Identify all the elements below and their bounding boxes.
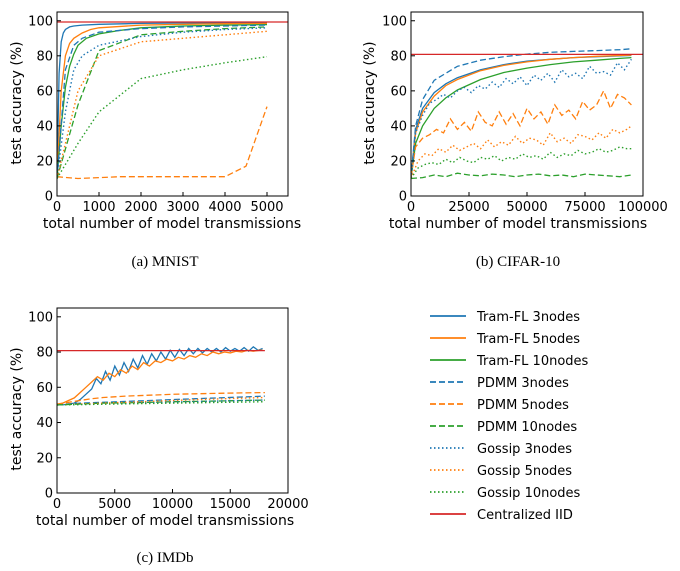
x-tick-label: 50000 — [506, 200, 547, 215]
series-line — [57, 391, 265, 405]
series-line — [57, 27, 268, 179]
xlabel-imdb: total number of model transmissions — [36, 513, 294, 529]
series-line — [411, 89, 632, 177]
y-tick-label: 40 — [390, 119, 407, 134]
x-tick-label: 0 — [53, 497, 61, 512]
series-line — [57, 30, 268, 179]
xlabel-mnist: total number of model transmissions — [43, 216, 301, 232]
y-tick-label: 20 — [36, 154, 53, 169]
x-tick-label: 2000 — [124, 200, 157, 215]
y-tick-label: 60 — [36, 381, 53, 396]
legend-label: Tram-FL 10nodes — [476, 354, 589, 369]
plot-area — [57, 345, 265, 406]
x-tick-label: 3000 — [166, 200, 199, 215]
x-tick-label: 4000 — [208, 200, 241, 215]
y-tick-label: 20 — [36, 451, 53, 466]
y-tick-label: 20 — [390, 154, 407, 169]
y-tick-label: 0 — [399, 190, 407, 205]
axes-frame — [56, 11, 289, 197]
series-line — [411, 54, 632, 179]
y-tick-label: 40 — [36, 119, 53, 134]
caption-imdb: (c) IMDb — [136, 550, 193, 566]
x-tick-label: 5000 — [250, 200, 283, 215]
series-line — [411, 56, 632, 179]
y-tick-label: 40 — [36, 416, 53, 431]
legend-label: PDMM 10nodes — [477, 420, 577, 435]
series-line — [411, 172, 632, 180]
x-tick-label: 0 — [407, 200, 415, 215]
legend-label: Gossip 5nodes — [477, 464, 572, 479]
x-tick-label: 75000 — [564, 200, 605, 215]
legend-label: Tram-FL 5nodes — [476, 332, 580, 347]
y-tick-label: 0 — [45, 190, 53, 205]
panel-mnist: (a) MNIST total number of model transmis… — [9, 11, 301, 270]
y-tick-label: 80 — [36, 49, 53, 64]
legend: Tram-FL 3nodes Tram-FL 5nodes Tram-FL 10… — [430, 310, 589, 523]
legend-label: Gossip 10nodes — [477, 486, 581, 501]
series-line — [57, 401, 265, 406]
series-line — [57, 22, 268, 179]
y-tick-label: 100 — [382, 14, 407, 29]
x-tick-label: 25000 — [448, 200, 489, 215]
series-line — [57, 349, 263, 406]
series-line — [57, 24, 268, 179]
series-line — [411, 146, 632, 179]
series-line — [57, 345, 263, 406]
series-line — [411, 48, 632, 179]
x-tick-label: 1000 — [82, 200, 115, 215]
x-tick-label: 20000 — [267, 497, 308, 512]
x-tick-label: 5000 — [98, 497, 131, 512]
series-line — [411, 54, 632, 179]
y-tick-label: 80 — [390, 49, 407, 64]
series-line — [57, 399, 265, 406]
legend-label: Tram-FL 3nodes — [476, 310, 580, 325]
series-line — [57, 56, 268, 179]
y-tick-label: 100 — [28, 14, 53, 29]
x-tick-label: 15000 — [210, 497, 251, 512]
series-line — [57, 22, 268, 179]
x-tick-label: 10000 — [152, 497, 193, 512]
caption-mnist: (a) MNIST — [131, 254, 198, 270]
x-tick-label: 0 — [53, 200, 61, 215]
y-tick-label: 60 — [390, 84, 407, 99]
series-line — [57, 26, 268, 179]
legend-label: Centralized IID — [477, 508, 573, 523]
y-tick-label: 80 — [36, 346, 53, 361]
xlabel-cifar10: total number of model transmissions — [389, 216, 647, 232]
plot-area — [411, 48, 643, 180]
legend-label: PDMM 3nodes — [477, 376, 569, 391]
ylabel-mnist: test accuracy (%) — [9, 41, 25, 164]
series-line — [57, 23, 268, 179]
legend-label: Gossip 3nodes — [477, 442, 572, 457]
panel-imdb: (c) IMDb total number of model transmiss… — [9, 307, 309, 566]
series-line — [57, 395, 265, 406]
ylabel-cifar10: test accuracy (%) — [362, 41, 378, 164]
legend-label: PDMM 5nodes — [477, 398, 569, 413]
series-line — [411, 125, 632, 179]
plot-area — [57, 21, 288, 180]
ylabel-imdb: test accuracy (%) — [9, 347, 25, 470]
x-tick-label: 100000 — [618, 200, 668, 215]
y-tick-label: 0 — [45, 487, 53, 502]
panel-cifar10: (b) CIFAR-10 total number of model trans… — [362, 11, 668, 270]
caption-cifar10: (b) CIFAR-10 — [476, 254, 560, 270]
y-tick-label: 100 — [28, 310, 53, 325]
y-tick-label: 60 — [36, 84, 53, 99]
series-line — [57, 396, 265, 406]
series-line — [57, 106, 268, 180]
